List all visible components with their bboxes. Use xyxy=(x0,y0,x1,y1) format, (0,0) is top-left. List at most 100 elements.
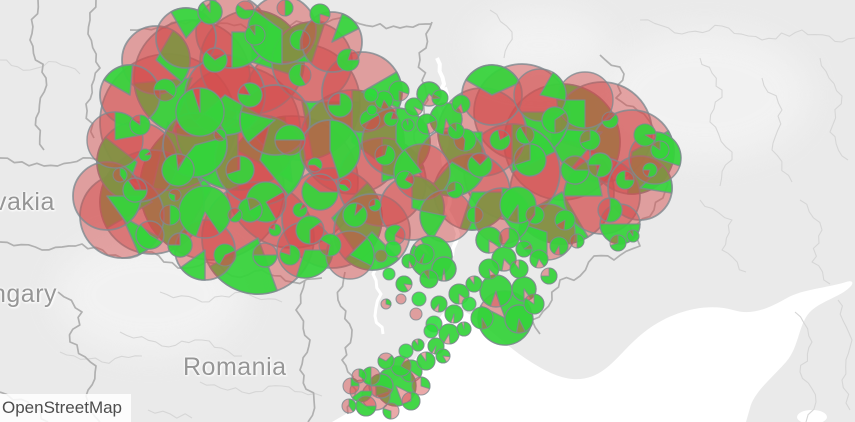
pie-slice-green[interactable] xyxy=(197,0,223,25)
pie-slice-green[interactable] xyxy=(237,82,263,108)
pie-slice-green[interactable] xyxy=(515,240,533,258)
pie-marker[interactable] xyxy=(299,119,361,181)
pie-slice-green[interactable] xyxy=(237,197,263,223)
pie-slice-green[interactable] xyxy=(489,129,511,151)
pie-marker[interactable] xyxy=(129,114,151,136)
pie-slice-green[interactable] xyxy=(349,237,375,267)
pie-slice-green[interactable] xyxy=(168,192,176,202)
pie-slice-green[interactable] xyxy=(215,128,227,140)
pie-marker[interactable] xyxy=(288,63,312,87)
pie-slice-green[interactable] xyxy=(626,229,640,243)
pie-slice-green[interactable] xyxy=(395,275,413,293)
pie-slice-green[interactable] xyxy=(411,291,427,307)
pie-marker[interactable] xyxy=(252,242,278,268)
pie-marker[interactable] xyxy=(409,307,423,321)
pie-slice-green[interactable] xyxy=(504,304,534,334)
pie-marker[interactable] xyxy=(478,258,500,280)
pie-marker[interactable] xyxy=(351,368,367,384)
pie-marker[interactable] xyxy=(274,124,306,156)
pie-marker[interactable] xyxy=(399,359,423,383)
pie-slice-green[interactable] xyxy=(161,153,195,187)
pie-slice-green[interactable] xyxy=(342,202,368,228)
pie-marker[interactable] xyxy=(601,111,619,129)
pie-slice-green[interactable] xyxy=(382,408,392,420)
pie-marker[interactable] xyxy=(650,140,670,160)
pie-slice-green[interactable] xyxy=(358,368,367,381)
pie-marker[interactable] xyxy=(395,275,413,293)
pie-marker[interactable] xyxy=(401,253,417,269)
pie-slice-green[interactable] xyxy=(348,398,357,413)
pie-marker[interactable] xyxy=(244,24,266,46)
pie-slice-green[interactable] xyxy=(529,205,545,225)
pie-marker[interactable] xyxy=(197,0,223,25)
pie-marker[interactable] xyxy=(202,47,228,73)
pie-marker[interactable] xyxy=(513,143,547,177)
pie-marker[interactable] xyxy=(456,321,472,337)
pie-slice-green[interactable] xyxy=(138,148,152,162)
pie-marker[interactable] xyxy=(447,122,465,140)
pie-slice-green[interactable] xyxy=(122,179,148,203)
pie-slice-green[interactable] xyxy=(331,13,360,43)
pie-marker[interactable] xyxy=(237,197,263,223)
pie-marker[interactable] xyxy=(380,298,392,310)
pie-marker[interactable] xyxy=(423,323,439,339)
pie-marker[interactable] xyxy=(384,224,406,246)
pie-marker[interactable] xyxy=(554,209,576,231)
pie-slice-green[interactable] xyxy=(499,186,537,224)
pie-slice-green[interactable] xyxy=(301,180,339,211)
pie-slice-green[interactable] xyxy=(560,161,590,185)
pie-marker[interactable] xyxy=(227,207,243,223)
pie-marker[interactable] xyxy=(569,233,585,249)
pie-slice-green[interactable] xyxy=(401,118,415,132)
pie-slice-green[interactable] xyxy=(435,348,451,364)
pie-slice-green[interactable] xyxy=(209,237,278,295)
pie-marker[interactable] xyxy=(292,202,308,218)
pie-slice-green[interactable] xyxy=(541,106,567,134)
pie-marker[interactable] xyxy=(167,232,193,258)
pie-slice-green[interactable] xyxy=(244,24,266,46)
pie-marker[interactable] xyxy=(401,391,421,411)
pie-marker[interactable] xyxy=(529,249,549,269)
pie-slice-green[interactable] xyxy=(368,198,382,212)
pie-marker[interactable] xyxy=(404,97,424,117)
pie-marker[interactable] xyxy=(446,181,464,199)
pie-slice-green[interactable] xyxy=(554,209,576,231)
pie-marker[interactable] xyxy=(498,227,520,249)
pie-slice-green[interactable] xyxy=(465,64,521,96)
pie-slice-green[interactable] xyxy=(523,293,545,315)
pie-slice-green[interactable] xyxy=(383,111,399,127)
pie-slice-green[interactable] xyxy=(430,295,448,313)
pie-marker[interactable] xyxy=(395,170,415,190)
pie-marker[interactable] xyxy=(504,304,534,334)
pie-marker[interactable] xyxy=(416,351,436,371)
pie-slice-green[interactable] xyxy=(338,183,350,192)
pie-marker[interactable] xyxy=(395,293,407,305)
pie-marker[interactable] xyxy=(444,304,464,324)
pie-slice-green[interactable] xyxy=(650,140,670,160)
pie-marker[interactable] xyxy=(515,240,533,258)
pie-slice-green[interactable] xyxy=(319,233,342,257)
pie-slice-green[interactable] xyxy=(213,243,236,266)
pie-marker[interactable] xyxy=(309,3,331,25)
pie-marker[interactable] xyxy=(341,398,357,414)
pie-marker[interactable] xyxy=(438,323,460,345)
pie-marker[interactable] xyxy=(466,206,484,224)
pie-slice-red[interactable] xyxy=(374,249,388,263)
pie-slice-green[interactable] xyxy=(411,338,425,352)
pie-marker[interactable] xyxy=(384,240,402,258)
pie-slice-green[interactable] xyxy=(292,202,308,218)
pie-marker[interactable] xyxy=(419,189,473,243)
pie-slice-green[interactable] xyxy=(404,97,424,117)
pie-marker[interactable] xyxy=(413,243,435,265)
pie-slice-green[interactable] xyxy=(135,223,163,250)
pie-slice-green[interactable] xyxy=(475,226,503,254)
pie-marker[interactable] xyxy=(355,395,377,417)
pie-marker[interactable] xyxy=(168,188,182,202)
pie-slice-green[interactable] xyxy=(175,87,225,137)
pie-slice-green[interactable] xyxy=(327,92,353,118)
pie-marker[interactable] xyxy=(382,402,400,420)
pie-slice-green[interactable] xyxy=(529,249,549,268)
pie-marker[interactable] xyxy=(479,274,513,308)
pie-marker[interactable] xyxy=(461,64,523,126)
